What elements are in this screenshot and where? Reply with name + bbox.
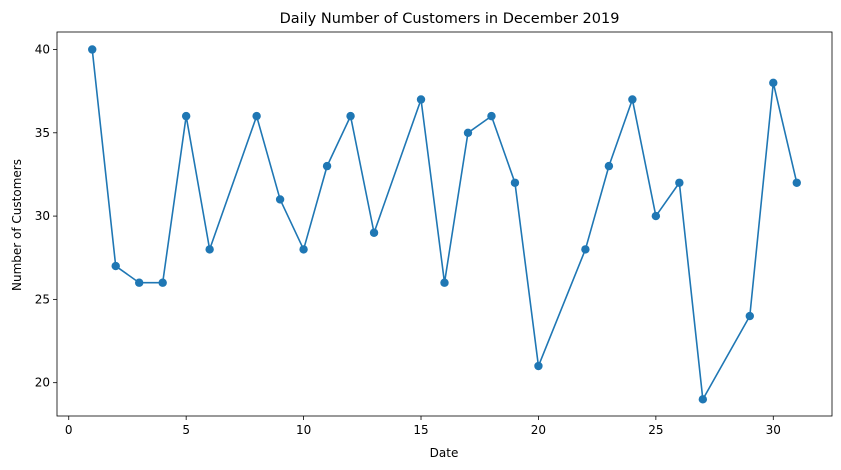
- data-point: [534, 361, 543, 371]
- x-tick-label: 15: [413, 423, 428, 437]
- data-point: [463, 128, 473, 137]
- data-point: [134, 278, 144, 287]
- x-axis-label: Date: [430, 446, 459, 460]
- y-tick-label: 35: [35, 126, 50, 140]
- x-tick-label: 10: [296, 423, 311, 437]
- y-tick-label: 30: [35, 209, 50, 223]
- data-point: [675, 178, 684, 187]
- x-tick-label: 20: [531, 423, 546, 437]
- data-point: [510, 178, 520, 187]
- y-tick-label: 20: [35, 376, 50, 390]
- data-point: [745, 311, 755, 321]
- data-point: [275, 195, 285, 204]
- data-point: [158, 278, 167, 287]
- data-point: [769, 78, 778, 88]
- data-point: [487, 111, 496, 121]
- data-point: [628, 95, 637, 104]
- data-point: [346, 111, 355, 121]
- data-point: [369, 228, 379, 237]
- data-point: [604, 161, 614, 171]
- x-tick-label: 5: [182, 423, 190, 437]
- data-point: [322, 161, 332, 171]
- y-tick-label: 40: [35, 42, 50, 56]
- data-point: [440, 278, 449, 287]
- data-point: [252, 111, 261, 121]
- x-tick-label: 25: [648, 423, 663, 437]
- chart-title: Daily Number of Customers in December 20…: [280, 11, 620, 27]
- data-point: [88, 45, 97, 54]
- data-point: [651, 211, 661, 221]
- x-tick-label: 0: [65, 423, 73, 437]
- data-point: [299, 245, 308, 254]
- data-point: [698, 395, 708, 404]
- plot-area: 0 5 10 15 20 25 30 20 25 30 35 40: [35, 31, 833, 437]
- x-tick-label: 30: [766, 423, 781, 437]
- axes-frame: [56, 31, 833, 417]
- y-axis-label: Number of Customers: [10, 159, 24, 291]
- data-point: [581, 245, 590, 254]
- data-point: [205, 245, 214, 254]
- y-tick-label: 25: [35, 292, 50, 306]
- data-point: [416, 95, 426, 104]
- data-point: [181, 111, 191, 121]
- data-point: [111, 261, 120, 271]
- data-point: [792, 178, 801, 187]
